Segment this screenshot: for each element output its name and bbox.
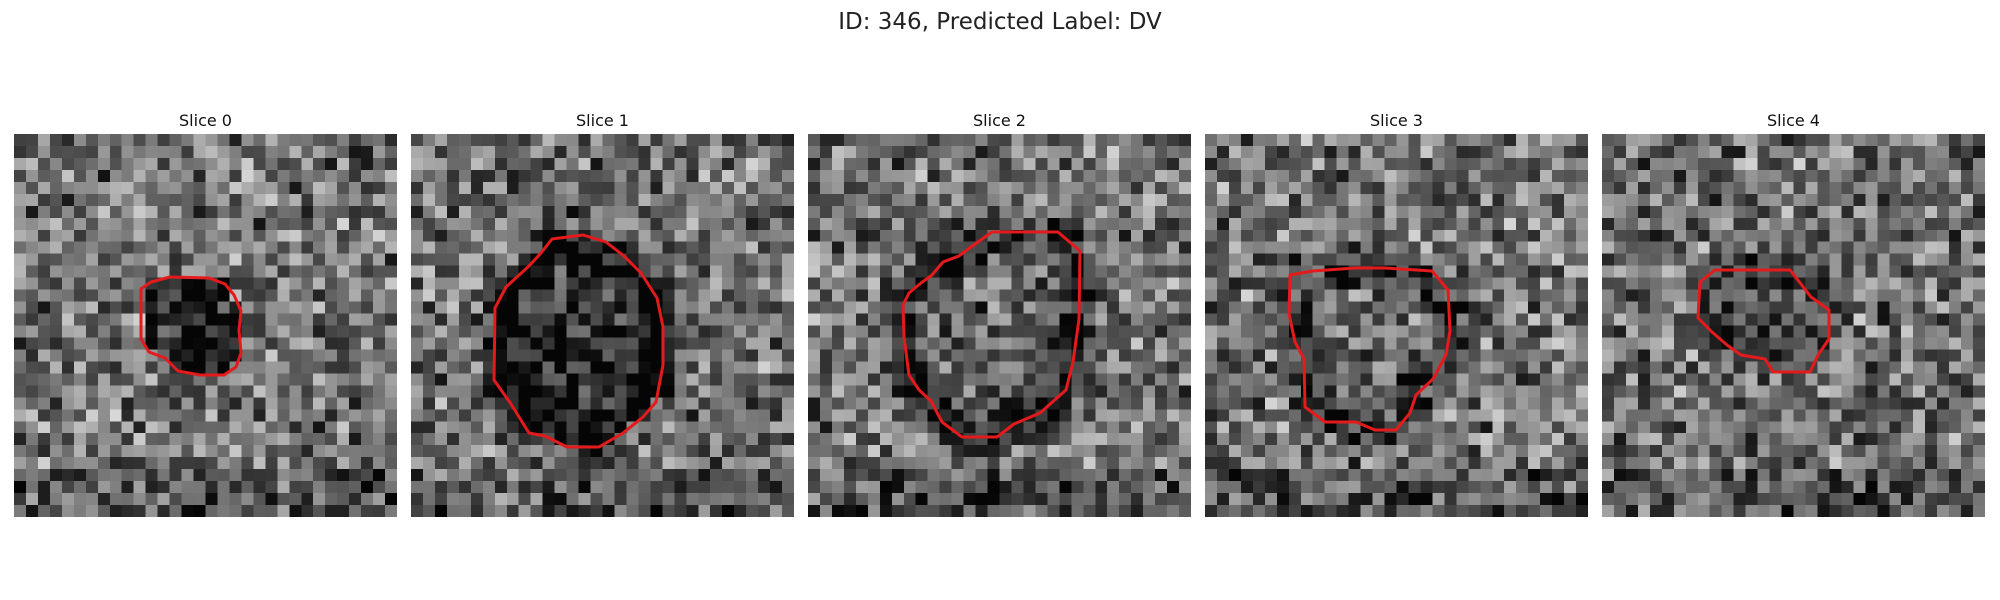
pixel-grid [808, 134, 1191, 517]
pixel-grid [14, 134, 397, 517]
slice-image-0 [14, 134, 397, 517]
figure-title: ID: 346, Predicted Label: DV [838, 9, 1162, 35]
slice-title-0: Slice 0 [179, 111, 232, 130]
segmentation-contour [901, 230, 1082, 439]
segmentation-contour [1287, 266, 1452, 432]
slice-title-2: Slice 2 [973, 111, 1026, 130]
slice-image-1 [411, 134, 794, 517]
slice-panel-0: Slice 0 [14, 108, 397, 517]
pixel-grid [1602, 134, 1985, 517]
slice-image-2 [808, 134, 1191, 517]
slice-image-4 [1602, 134, 1985, 517]
segmentation-contour [1696, 268, 1831, 374]
segmentation-contour [492, 233, 665, 449]
segmentation-contour [139, 275, 243, 377]
slice-title-3: Slice 3 [1370, 111, 1423, 130]
slice-panel-2: Slice 2 [808, 108, 1191, 517]
slice-panel-3: Slice 3 [1205, 108, 1588, 517]
slice-panel-4: Slice 4 [1602, 108, 1985, 517]
pixel-grid [411, 134, 794, 517]
pixel-grid [1205, 134, 1588, 517]
slice-title-4: Slice 4 [1767, 111, 1820, 130]
slice-title-1: Slice 1 [576, 111, 629, 130]
slice-panel-1: Slice 1 [411, 108, 794, 517]
slice-image-3 [1205, 134, 1588, 517]
